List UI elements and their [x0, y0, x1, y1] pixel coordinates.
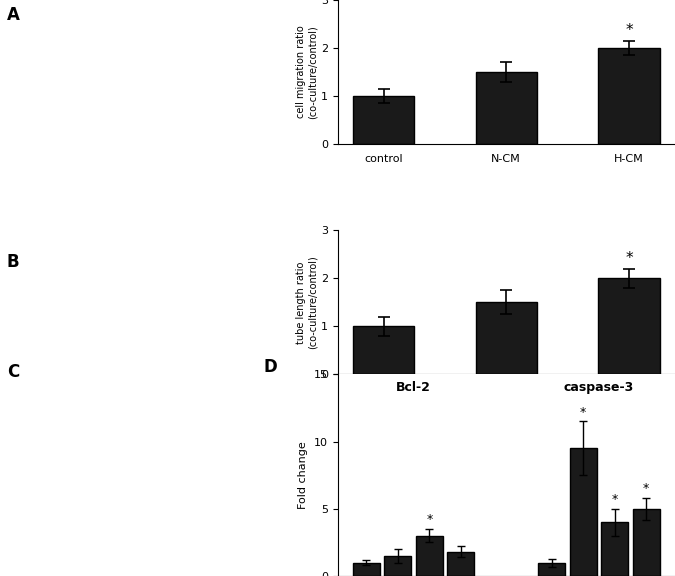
Bar — [384, 556, 411, 576]
Text: A: A — [7, 6, 20, 24]
Y-axis label: Fold change: Fold change — [298, 441, 308, 509]
Text: *: * — [643, 482, 649, 495]
Text: Bcl-2: Bcl-2 — [396, 381, 431, 394]
Bar — [448, 552, 475, 576]
Text: *: * — [625, 24, 632, 39]
Bar — [598, 278, 659, 374]
Bar — [598, 48, 659, 144]
Bar — [570, 448, 597, 576]
Text: C: C — [7, 363, 19, 381]
Bar — [538, 563, 565, 576]
Bar — [353, 563, 379, 576]
Bar — [476, 302, 537, 374]
Text: D: D — [263, 358, 277, 376]
Text: caspase-3: caspase-3 — [564, 381, 634, 394]
Bar — [353, 96, 414, 144]
Text: *: * — [580, 406, 587, 419]
Bar — [353, 327, 414, 374]
Text: B: B — [7, 253, 20, 271]
Bar — [416, 536, 443, 576]
Bar — [633, 509, 659, 576]
Text: *: * — [612, 493, 618, 506]
Text: *: * — [625, 251, 632, 267]
Y-axis label: tube length ratio
(co-culture/control): tube length ratio (co-culture/control) — [296, 256, 318, 349]
Text: *: * — [426, 513, 433, 526]
Y-axis label: cell migration ratio
(co-culture/control): cell migration ratio (co-culture/control… — [296, 25, 318, 119]
Bar — [476, 72, 537, 144]
Bar — [601, 522, 628, 576]
